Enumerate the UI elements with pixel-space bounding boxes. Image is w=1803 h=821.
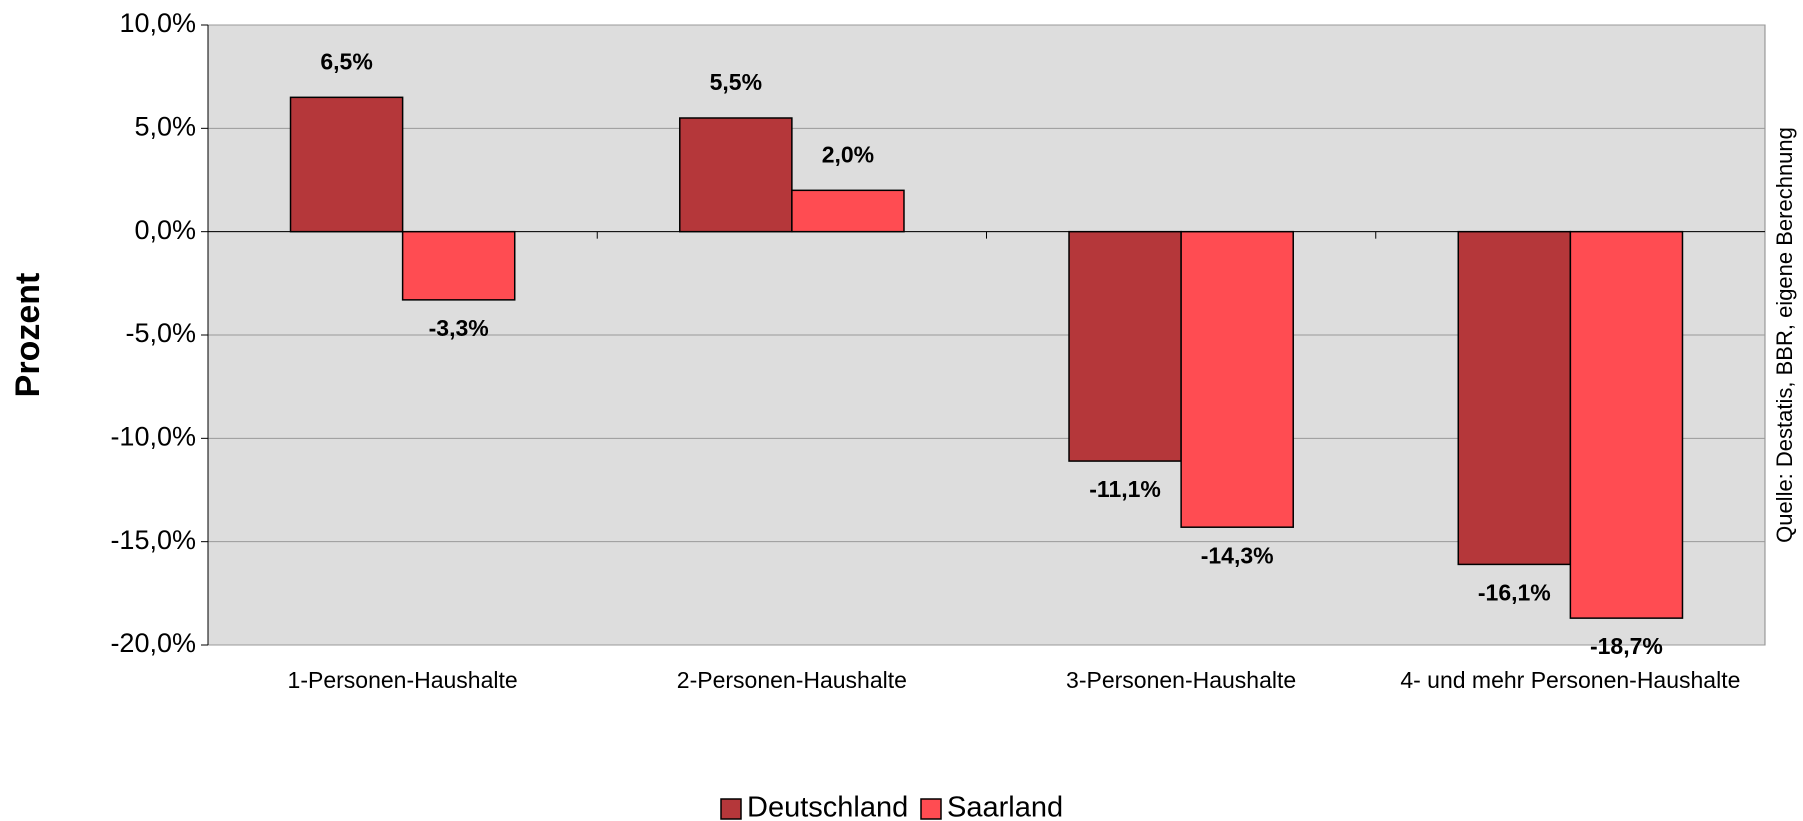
y-tick-label: -15,0% bbox=[110, 525, 196, 555]
value-label: 5,5% bbox=[710, 69, 762, 95]
y-axis-label: Prozent bbox=[9, 273, 47, 398]
legend-swatch bbox=[920, 798, 942, 820]
value-label: 2,0% bbox=[822, 141, 874, 167]
value-label: -16,1% bbox=[1478, 579, 1551, 605]
value-label: -18,7% bbox=[1590, 633, 1663, 659]
y-tick-label: -10,0% bbox=[110, 421, 196, 451]
bar bbox=[1457, 230, 1572, 566]
bar bbox=[289, 96, 404, 233]
bar bbox=[791, 189, 905, 233]
y-tick-label: 10,0% bbox=[119, 8, 196, 38]
y-tick-label: -5,0% bbox=[125, 318, 196, 348]
x-tick-label: 2-Personen-Haushalte bbox=[676, 667, 907, 693]
legend-label: Deutschland bbox=[747, 792, 908, 821]
value-label: -14,3% bbox=[1201, 542, 1274, 568]
y-tick-label: -20,0% bbox=[110, 628, 196, 658]
bar bbox=[401, 230, 516, 301]
legend-swatch bbox=[720, 798, 742, 820]
y-tick-label: 0,0% bbox=[134, 215, 196, 245]
value-label: 6,5% bbox=[320, 48, 372, 74]
legend-label: Saarland bbox=[947, 792, 1063, 821]
value-label: -3,3% bbox=[429, 315, 489, 341]
x-tick-label: 3-Personen-Haushalte bbox=[1066, 667, 1297, 693]
bar bbox=[1569, 230, 1684, 619]
bar bbox=[1068, 230, 1182, 462]
x-tick-label: 1-Personen-Haushalte bbox=[287, 667, 518, 693]
value-label: -11,1% bbox=[1089, 476, 1161, 502]
bar bbox=[679, 117, 793, 233]
source-note: Quelle: Destatis, BBR, eigene Berechnung bbox=[1772, 127, 1797, 543]
x-tick-label: 4- und mehr Personen-Haushalte bbox=[1400, 667, 1741, 693]
y-tick-label: 5,0% bbox=[134, 111, 196, 141]
bar bbox=[1180, 230, 1294, 528]
